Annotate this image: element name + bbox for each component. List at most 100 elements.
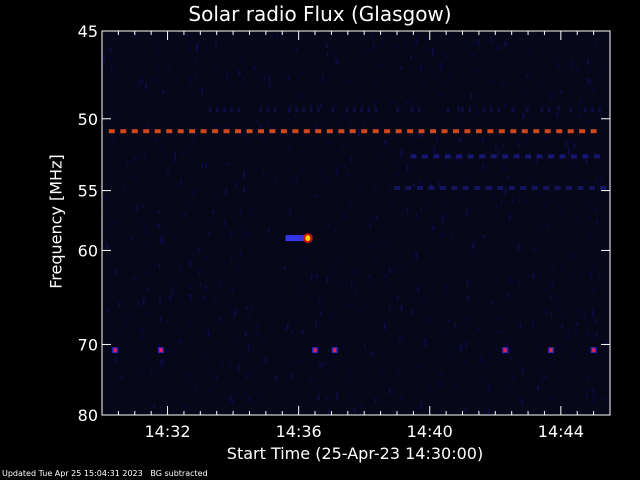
noise-speck [420, 207, 423, 212]
interference-51mhz-segment [533, 129, 540, 134]
noise-speck [119, 379, 121, 383]
band-55mhz-segment [439, 186, 446, 190]
noise-speck [469, 161, 471, 164]
noise-speck [389, 305, 391, 311]
interference-51mhz-segment [556, 129, 563, 134]
band-49mhz-segment [490, 107, 493, 113]
noise-speck [289, 209, 291, 216]
noise-speck [597, 116, 599, 120]
noise-speck [244, 226, 246, 229]
noise-speck [415, 252, 417, 259]
noise-speck [246, 330, 248, 333]
noise-speck [275, 178, 277, 183]
noise-speck [500, 317, 503, 320]
y-tick-label: 80 [78, 406, 98, 425]
noise-speck [293, 318, 295, 324]
noise-speck [381, 63, 384, 67]
noise-speck [441, 91, 443, 98]
noise-speck [359, 95, 362, 103]
noise-speck [148, 271, 150, 277]
noise-speck [427, 48, 429, 51]
band-49mhz-segment [591, 107, 594, 113]
noise-speck [575, 327, 578, 334]
noise-speck [238, 265, 241, 269]
noise-speck [180, 180, 182, 187]
interference-51mhz-segment [430, 129, 436, 134]
noise-speck [518, 141, 521, 148]
interference-51mhz-segment [108, 129, 115, 134]
noise-speck [192, 138, 194, 145]
band-52.5mhz-segment [570, 154, 577, 159]
noise-speck [114, 269, 117, 276]
noise-speck [298, 290, 301, 294]
noise-speck [570, 60, 572, 68]
noise-speck [339, 285, 342, 289]
band-55mhz-segment [600, 186, 607, 190]
noise-speck [506, 176, 508, 179]
noise-speck [441, 384, 443, 388]
noise-speck [160, 359, 163, 364]
interference-51mhz-segment [154, 129, 161, 134]
noise-speck [124, 320, 127, 328]
band-49mhz-segment [317, 107, 320, 113]
noise-speck [218, 281, 221, 289]
noise-speck [334, 57, 337, 63]
noise-speck [462, 159, 464, 162]
noise-speck [465, 341, 468, 348]
noise-speck [177, 339, 179, 345]
band-49mhz-segment [360, 107, 363, 113]
noise-speck [231, 327, 233, 330]
noise-speck [504, 41, 507, 48]
noise-speck [271, 34, 273, 40]
noise-speck [120, 328, 122, 334]
noise-speck [189, 259, 192, 267]
noise-speck [599, 277, 601, 280]
band-49mhz-segment [511, 107, 515, 113]
noise-speck [573, 157, 575, 165]
noise-speck [360, 402, 363, 408]
noise-speck [357, 134, 359, 137]
noise-speck [589, 119, 592, 125]
noise-speck [445, 286, 448, 294]
noise-speck [567, 166, 569, 173]
noise-speck [247, 343, 250, 351]
noise-speck [229, 81, 231, 84]
band-49mhz-segment [230, 107, 233, 113]
noise-speck [111, 64, 113, 72]
noise-speck [538, 345, 541, 350]
noise-speck [509, 102, 511, 106]
band-55mhz-segment [531, 186, 538, 190]
interference-51mhz-segment [349, 129, 356, 134]
interference-51mhz-segment [235, 129, 241, 134]
noise-speck [444, 284, 446, 289]
noise-speck [549, 357, 552, 365]
noise-speck [188, 130, 190, 137]
noise-speck [342, 116, 344, 120]
band-49mhz-segment [569, 107, 572, 113]
spikes-70.5mhz-spike [549, 348, 553, 353]
noise-speck [159, 222, 161, 229]
noise-speck [561, 268, 563, 272]
noise-speck [303, 357, 306, 363]
noise-speck [316, 193, 318, 196]
noise-speck [297, 215, 299, 220]
noise-speck [455, 383, 457, 387]
noise-speck [401, 357, 403, 360]
noise-speck [420, 399, 423, 404]
band-49mhz-segment [295, 107, 298, 113]
noise-speck [440, 62, 442, 70]
noise-speck [354, 268, 356, 273]
noise-speck [105, 174, 107, 177]
noise-speck [166, 286, 168, 292]
noise-speck [153, 403, 156, 409]
noise-speck [393, 203, 396, 207]
updated-timestamp: Updated Tue Apr 25 15:04:31 2023 [2, 469, 143, 478]
band-55mhz-segment [577, 186, 584, 190]
band-55mhz-segment [543, 186, 550, 190]
noise-speck [354, 302, 357, 306]
plot-background [102, 31, 610, 415]
y-tick-label: 60 [78, 241, 98, 260]
noise-speck [281, 174, 284, 177]
spikes-70.5mhz-spike [592, 348, 596, 353]
noise-speck [491, 42, 493, 47]
